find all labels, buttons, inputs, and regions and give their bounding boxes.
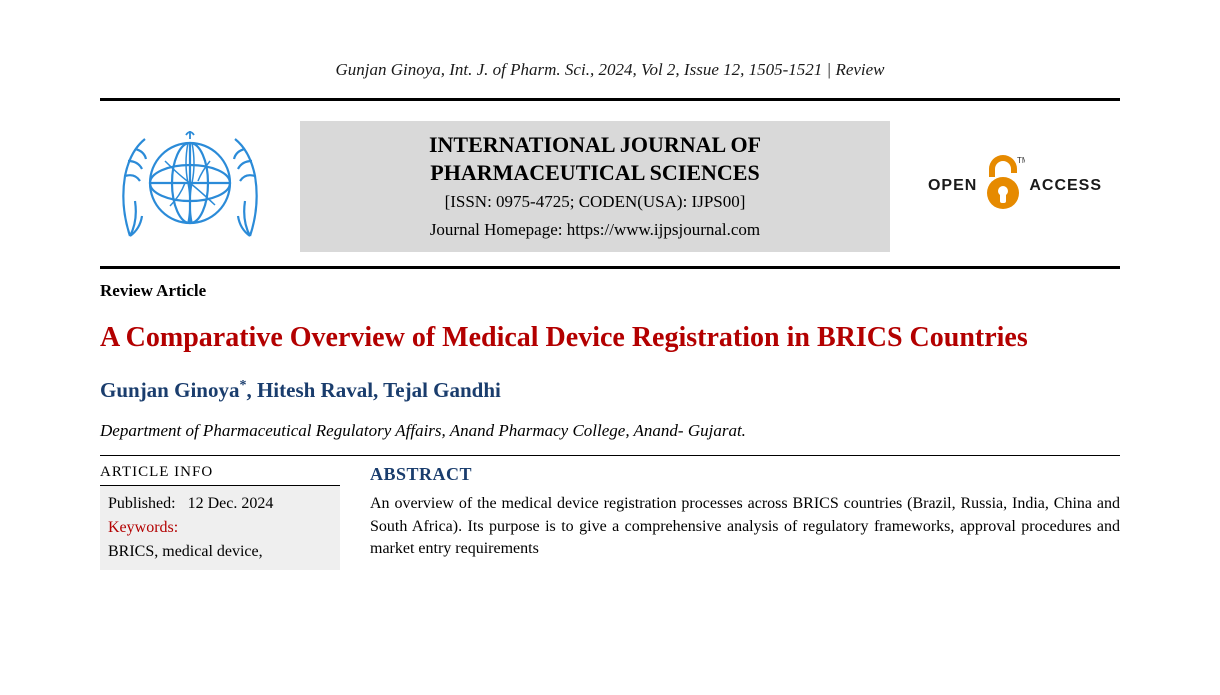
article-info-heading: ARTICLE INFO bbox=[100, 464, 340, 486]
open-access-left: OPEN bbox=[928, 177, 977, 195]
open-access-right: ACCESS bbox=[1029, 177, 1102, 195]
journal-name-line2: PHARMACEUTICAL SCIENCES bbox=[318, 159, 872, 187]
abstract-column: ABSTRACT An overview of the medical devi… bbox=[370, 464, 1120, 570]
article-title: A Comparative Overview of Medical Device… bbox=[100, 319, 1120, 357]
abstract-heading: ABSTRACT bbox=[370, 464, 1120, 485]
journal-info-box: INTERNATIONAL JOURNAL OF PHARMACEUTICAL … bbox=[300, 121, 890, 252]
open-access-lock-icon: TM bbox=[981, 155, 1025, 218]
article-info-column: ARTICLE INFO Published: 12 Dec. 2024 Key… bbox=[100, 464, 340, 570]
journal-homepage: Journal Homepage: https://www.ijpsjourna… bbox=[318, 218, 872, 242]
content-columns: ARTICLE INFO Published: 12 Dec. 2024 Key… bbox=[100, 464, 1120, 570]
open-access-badge: OPEN TM ACCESS bbox=[910, 155, 1120, 218]
un-laurel-icon bbox=[110, 121, 270, 251]
mid-rule bbox=[100, 266, 1120, 269]
svg-text:TM: TM bbox=[1017, 156, 1025, 165]
citation-header: Gunjan Ginoya, Int. J. of Pharm. Sci., 2… bbox=[100, 60, 1120, 80]
authors: Gunjan Ginoya*, Hitesh Raval, Tejal Gand… bbox=[100, 378, 1120, 403]
journal-name-line1: INTERNATIONAL JOURNAL OF bbox=[318, 131, 872, 159]
journal-logo bbox=[100, 121, 280, 251]
corresponding-asterisk: * bbox=[239, 378, 246, 393]
affiliation: Department of Pharmaceutical Regulatory … bbox=[100, 421, 1120, 441]
abstract-text: An overview of the medical device regist… bbox=[370, 493, 1120, 560]
keywords-text: BRICS, medical device, bbox=[108, 543, 263, 560]
journal-issn: [ISSN: 0975-4725; CODEN(USA): IJPS00] bbox=[318, 190, 872, 214]
thin-rule bbox=[100, 455, 1120, 456]
header-band: INTERNATIONAL JOURNAL OF PHARMACEUTICAL … bbox=[100, 101, 1120, 266]
published-date: 12 Dec. 2024 bbox=[188, 495, 274, 512]
article-type: Review Article bbox=[100, 281, 1120, 301]
article-info-body: Published: 12 Dec. 2024 Keywords: BRICS,… bbox=[100, 486, 340, 570]
published-label: Published: bbox=[108, 495, 176, 512]
keywords-label: Keywords: bbox=[108, 516, 332, 540]
